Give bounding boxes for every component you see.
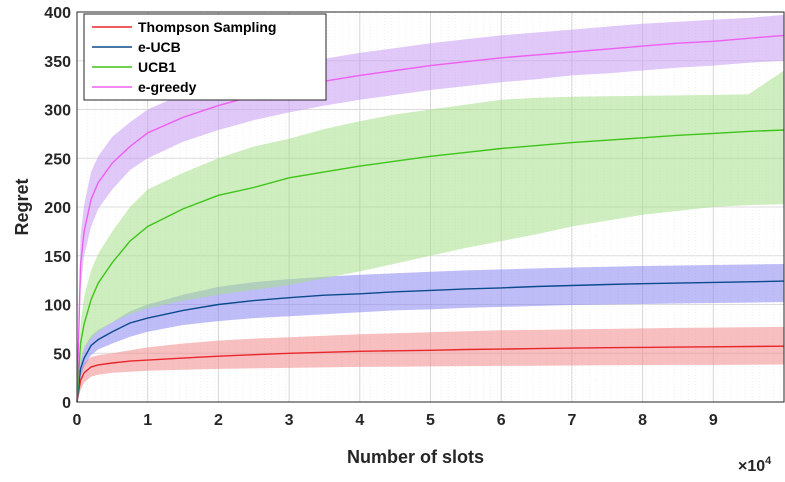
plot-frame <box>76 11 785 403</box>
y-axis-title: Regret <box>12 178 32 235</box>
ucb1-line <box>76 129 785 403</box>
y-tick-labels: 0 50 100 150 200 250 300 350 400 <box>44 5 71 412</box>
y-tick-label: 0 <box>62 395 71 412</box>
y-tick-label: 150 <box>44 249 71 266</box>
legend-label-e-greedy: e-greedy <box>138 79 197 95</box>
ucb1-band <box>77 70 784 402</box>
legend-box <box>83 13 327 101</box>
legend-label-e-ucb: e-UCB <box>138 39 181 55</box>
x-tick-label: 7 <box>567 412 576 429</box>
y-tick-label: 50 <box>53 346 71 363</box>
y-tick-label: 100 <box>44 298 71 315</box>
x-exponent-power: 4 <box>765 455 772 467</box>
y-tick-label: 300 <box>44 103 71 120</box>
x-tick-label: 9 <box>709 412 718 429</box>
e-ucb-line <box>76 280 785 403</box>
x-axis-exponent: ×104 <box>738 455 772 475</box>
x-tick-label: 4 <box>355 412 364 429</box>
x-tick-labels: 0 1 2 3 4 5 6 7 8 9 <box>73 412 718 429</box>
y-tick-label: 200 <box>44 200 71 217</box>
e-greedy-line <box>76 34 785 403</box>
x-tick-label: 8 <box>638 412 647 429</box>
confidence-bands <box>77 14 784 403</box>
y-tick-label: 400 <box>44 5 71 22</box>
x-tick-label: 0 <box>73 412 82 429</box>
x-exponent-base: ×10 <box>738 458 765 475</box>
legend-label-thompson-sampling: Thompson Sampling <box>138 19 276 35</box>
legend-label-ucb1: UCB1 <box>138 59 176 75</box>
x-tick-label: 6 <box>497 412 506 429</box>
x-tick-label: 1 <box>143 412 152 429</box>
y-tick-label: 250 <box>44 151 71 168</box>
e-greedy-band <box>77 14 784 403</box>
thompson-sampling-band <box>77 326 784 402</box>
series-lines <box>76 34 785 403</box>
thompson-sampling-line <box>76 345 785 403</box>
legend: Thompson Sampling e-UCB UCB1 e-greedy <box>83 13 327 101</box>
y-tick-label: 350 <box>44 54 71 71</box>
e-ucb-band <box>77 264 784 402</box>
x-tick-label: 5 <box>426 412 435 429</box>
x-tick-label: 2 <box>214 412 223 429</box>
x-tick-label: 3 <box>285 412 294 429</box>
x-axis-title: Number of slots <box>347 447 484 467</box>
